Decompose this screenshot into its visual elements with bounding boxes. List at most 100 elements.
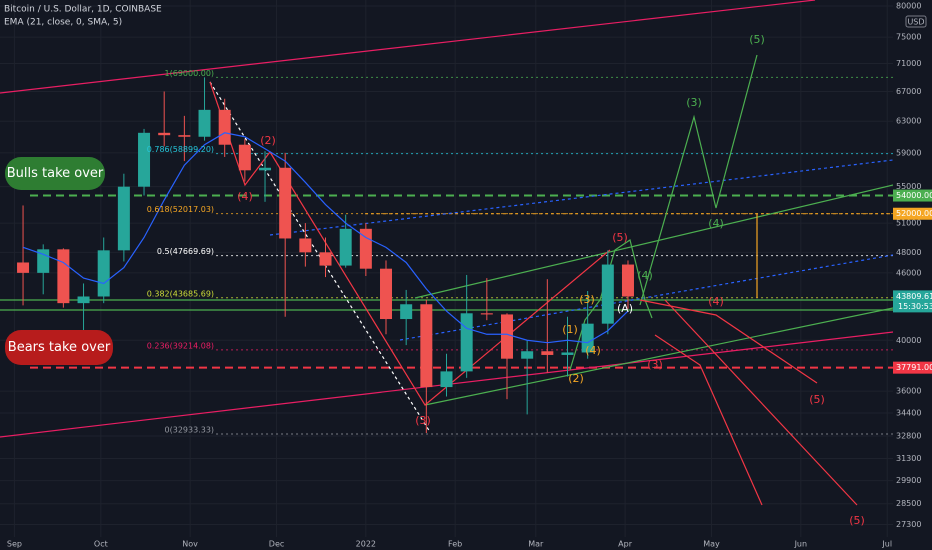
chart-title: Bitcoin / U.S. Dollar, 1D, COINBASE	[4, 5, 162, 15]
green-channel	[414, 184, 894, 299]
price-tag	[893, 189, 932, 202]
bear-projection	[654, 334, 763, 506]
wave-label: (3)	[579, 293, 595, 306]
y-tick-label: 29900	[896, 476, 921, 485]
bear-projection	[639, 299, 818, 384]
candle-body	[400, 304, 413, 320]
wave-label: (A)	[617, 302, 633, 315]
drawings	[0, 0, 894, 506]
candle-body	[259, 167, 272, 171]
candle-body	[420, 304, 433, 388]
fib-label: 0.382(43685.69)	[147, 289, 214, 298]
candle-body	[339, 228, 352, 266]
wave-label: (4)	[237, 190, 253, 203]
candle-body	[601, 264, 614, 324]
fib-label: 0(32933.33)	[165, 426, 215, 435]
wave-label: (1)	[562, 323, 578, 336]
fib-label: 0.5(47669.69)	[157, 247, 214, 256]
candle-body	[319, 252, 332, 266]
x-tick-label: Oct	[94, 540, 108, 549]
y-tick-label: 59000	[896, 148, 921, 157]
y-tick-label: 40000	[896, 336, 921, 345]
y-tick-label: 55000	[896, 182, 921, 191]
wave-label: (4)	[708, 295, 724, 308]
annotation-text: Bears take over	[8, 340, 111, 355]
x-tick-label: Dec	[269, 540, 284, 549]
candle-body	[621, 264, 634, 297]
trend-dashed	[399, 254, 894, 341]
y-tick-label: 34400	[896, 408, 921, 417]
currency[interactable]: USD	[907, 18, 924, 27]
wave-label: (2)	[260, 134, 276, 147]
candle-body	[380, 268, 393, 320]
green-channel	[424, 307, 894, 406]
y-tick-label: 48000	[896, 248, 921, 257]
candle-body	[581, 323, 594, 353]
fib-label: 0.786(58899.20)	[147, 145, 214, 154]
wave-label: (5)	[749, 33, 765, 46]
candle-body	[178, 135, 191, 137]
y-tick-label: 80000	[896, 1, 921, 10]
candle-body	[521, 351, 534, 359]
candle-body	[480, 313, 493, 315]
candle-body	[77, 296, 90, 304]
annotation-text: Bulls take over	[7, 166, 104, 181]
wave-label: (4)	[637, 269, 653, 282]
y-tick-label: 51000	[896, 219, 921, 228]
candle-body	[138, 132, 151, 187]
wave-label: (2)	[568, 372, 584, 385]
labels: Bulls take over Bears take over (5) (3) (4) (…	[5, 33, 865, 527]
x-tick-label: Mar	[528, 540, 544, 549]
bull-projection	[639, 54, 758, 306]
wave-label: (4)	[585, 344, 601, 357]
price-tag	[893, 207, 932, 220]
x-tick-label: 2022	[356, 540, 376, 549]
price-tag-label: 37791.00	[896, 363, 932, 372]
candles	[17, 77, 634, 434]
x-tick-label: Apr	[618, 540, 633, 549]
candle-body	[561, 352, 574, 355]
fib-label: 1(69000.00)	[165, 69, 215, 78]
candle-body	[97, 250, 110, 297]
candle-body	[158, 132, 171, 136]
x-tick-label: Feb	[448, 540, 462, 549]
price-tag-label: 52000.00	[896, 209, 932, 218]
channel-top	[0, 0, 816, 94]
wave-label: (5)	[809, 393, 825, 406]
y-tick-label: 71000	[896, 59, 921, 68]
wave-label: (3)	[415, 414, 431, 427]
fib-label: 0.618(52017.03)	[147, 205, 214, 214]
candle-body	[279, 167, 292, 239]
countdown: 15:30:53	[898, 302, 932, 311]
x-tick-label: Sep	[7, 540, 22, 549]
last-price-label: 43809.61	[896, 292, 932, 301]
indicator-label: EMA (21, close, 0, SMA, 5)	[4, 18, 122, 28]
fib-label: 0.236(39214.08)	[147, 341, 214, 350]
wave-label: (4)	[708, 217, 724, 230]
y-tick-label: 31300	[896, 454, 921, 463]
y-tick-label: 28500	[896, 499, 921, 508]
price-tag-label: 54000.00	[896, 191, 932, 200]
x-tick-label: May	[703, 540, 720, 549]
price-axis	[893, 0, 932, 550]
wave-label: (5)	[849, 514, 865, 527]
last-price-tag	[893, 290, 932, 313]
price-tag	[893, 361, 932, 374]
currency-box[interactable]	[905, 15, 927, 28]
candle-body	[500, 314, 513, 359]
candle-body	[117, 186, 130, 251]
y-tick-label: 36000	[896, 387, 921, 396]
trend-dashed	[269, 159, 894, 236]
x-tick-label: Jul	[881, 540, 892, 549]
annotation-bubble	[5, 330, 113, 365]
annotation-bubble	[5, 157, 105, 190]
candle-body	[218, 109, 231, 145]
candle-body	[57, 249, 70, 304]
candle-body	[460, 313, 473, 372]
y-tick-label: 46000	[896, 268, 921, 277]
candle-body	[238, 144, 251, 171]
candle-body	[541, 351, 554, 355]
candle-body	[440, 371, 453, 388]
y-tick-label: 27300	[896, 520, 921, 529]
